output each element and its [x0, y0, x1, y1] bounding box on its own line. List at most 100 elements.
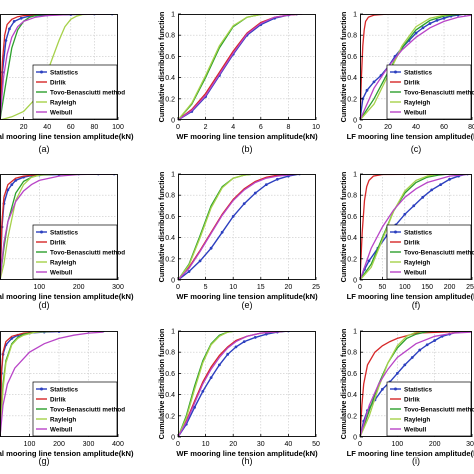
chart-panel-h: 0 10 20 30 40 50 0 0.2 0.4 0.6 0.8 1 WF mooring line… [157, 329, 320, 467]
y-tick-label: 0 [171, 278, 175, 285]
x-tick-label: 30 [257, 441, 265, 448]
x-axis-label: LF mooring line tension amplitude(kN) [347, 132, 474, 141]
y-tick-label: 0.6 [347, 371, 357, 378]
data-point [403, 212, 407, 216]
data-point [198, 259, 202, 263]
series-line-weibull [178, 14, 303, 120]
data-point [403, 363, 407, 367]
series-line-rayleigh [360, 174, 472, 280]
data-point [209, 246, 213, 250]
x-axis-label: WF mooring line tension amplitude(kN) [176, 132, 318, 141]
data-point [433, 339, 437, 342]
legend-marker [40, 70, 43, 74]
x-tick-label: 25 [312, 284, 320, 291]
y-tick-label: 0 [171, 118, 175, 125]
x-tick-label: 300 [112, 284, 124, 291]
data-point [220, 230, 224, 234]
x-axis-label: LF mooring line tension amplitude(kN) [347, 292, 474, 301]
series-line-weibull [360, 14, 472, 120]
data-point [187, 270, 191, 273]
legend-label: Rayleigh [50, 260, 76, 267]
data-point [242, 340, 246, 343]
legend-label: Dirlik [50, 397, 66, 404]
y-tick-label: 1 [171, 329, 175, 336]
y-tick-label: 0.2 [347, 96, 357, 103]
data-point [10, 183, 14, 187]
data-point [231, 215, 235, 218]
legend-label: Tovo-Benasciutti method [50, 90, 125, 97]
data-point [395, 372, 399, 375]
x-tick-label: 400 [112, 441, 124, 448]
legend-label: Rayleigh [404, 100, 430, 107]
y-tick-label: 1 [353, 329, 357, 336]
data-point [4, 39, 8, 42]
y-tick-label: 0.2 [347, 256, 357, 263]
x-axis-label: WF mooring line tension amplitude(kN) [176, 292, 318, 301]
legend-label: Weibull [404, 110, 427, 117]
data-point [110, 14, 114, 16]
y-tick-label: 0.4 [347, 235, 357, 242]
x-tick-label: 60 [440, 124, 448, 131]
x-tick-label: 0 [358, 441, 362, 448]
y-axis-label: Cumulative distribution function [157, 12, 166, 123]
data-point [226, 352, 230, 356]
panel-label: (b) [242, 144, 253, 154]
y-tick-label: 1 [171, 12, 175, 19]
axes-frame [360, 174, 472, 280]
y-tick-label: 0.8 [165, 350, 175, 357]
legend-label: Dirlik [404, 80, 420, 87]
panel-label: (i) [412, 456, 420, 466]
y-tick-label: 0.4 [347, 392, 357, 399]
legend-label: Tovo-Benasciutti method [404, 90, 474, 97]
legend-label: Weibull [404, 270, 427, 277]
x-tick-label: 4 [231, 124, 235, 131]
y-tick-label: 0 [353, 118, 357, 125]
legend: Statistics Dirlik Tovo-Benasciutti method R… [32, 224, 125, 280]
data-point [414, 31, 418, 35]
y-tick-label: 0.2 [347, 413, 357, 420]
panel-label: (h) [242, 456, 253, 466]
series-line-tovo-benasciutti-method [360, 14, 472, 120]
data-point [365, 88, 369, 92]
legend-label: Tovo-Benasciutti method [404, 407, 474, 414]
data-point [14, 178, 18, 182]
x-tick-label: 200 [53, 441, 65, 448]
data-point [209, 376, 213, 380]
legend-label: Statistics [404, 230, 432, 237]
legend: Statistics Dirlik Tovo-Benasciutti method R… [32, 64, 125, 120]
data-point [253, 335, 257, 339]
y-tick-label: 0.2 [165, 256, 175, 263]
data-point [421, 26, 425, 30]
chart-panel-i: 0 100 200 300 0 0.2 0.4 0.6 0.8 1 LF mooring line … [339, 329, 474, 467]
x-tick-label: 0 [176, 284, 180, 291]
chart-panel-b: 0 2 4 6 8 10 0 0.2 0.4 0.6 0.8 1 WF mooring line ten… [157, 12, 320, 155]
plot-area [178, 174, 316, 280]
panel-label: (e) [242, 300, 253, 310]
legend-label: Dirlik [50, 240, 66, 247]
y-tick-label: 0.6 [165, 54, 175, 61]
y-tick-label: 0.4 [165, 75, 175, 82]
data-point [12, 20, 16, 23]
x-tick-label: 300 [466, 441, 474, 448]
x-tick-label: 100 [399, 284, 411, 291]
x-tick-label: 20 [229, 441, 237, 448]
legend-marker [40, 387, 43, 391]
data-point [8, 27, 11, 31]
y-tick-label: 0 [171, 435, 175, 442]
legend-label: Dirlik [404, 240, 420, 247]
legend: Statistics Dirlik Tovo-Benasciutti method R… [386, 381, 474, 437]
y-axis-label: Cumulative distribution function [339, 329, 348, 440]
y-tick-label: 1 [353, 12, 357, 19]
panel-label: (a) [39, 144, 50, 154]
x-tick-label: 0 [358, 284, 362, 291]
axes-frame [0, 14, 118, 120]
legend-label: Tovo-Benasciutti method [50, 250, 125, 257]
x-tick-label: 100 [33, 284, 45, 291]
data-point [442, 16, 446, 20]
x-tick-label: 80 [91, 124, 99, 131]
y-tick-label: 0.2 [165, 96, 175, 103]
data-point [6, 188, 10, 192]
x-tick-label: 100 [112, 124, 124, 131]
x-axis-label: Total mooring line tension amplitude(kN) [0, 292, 134, 301]
y-tick-label: 0.8 [165, 193, 175, 200]
